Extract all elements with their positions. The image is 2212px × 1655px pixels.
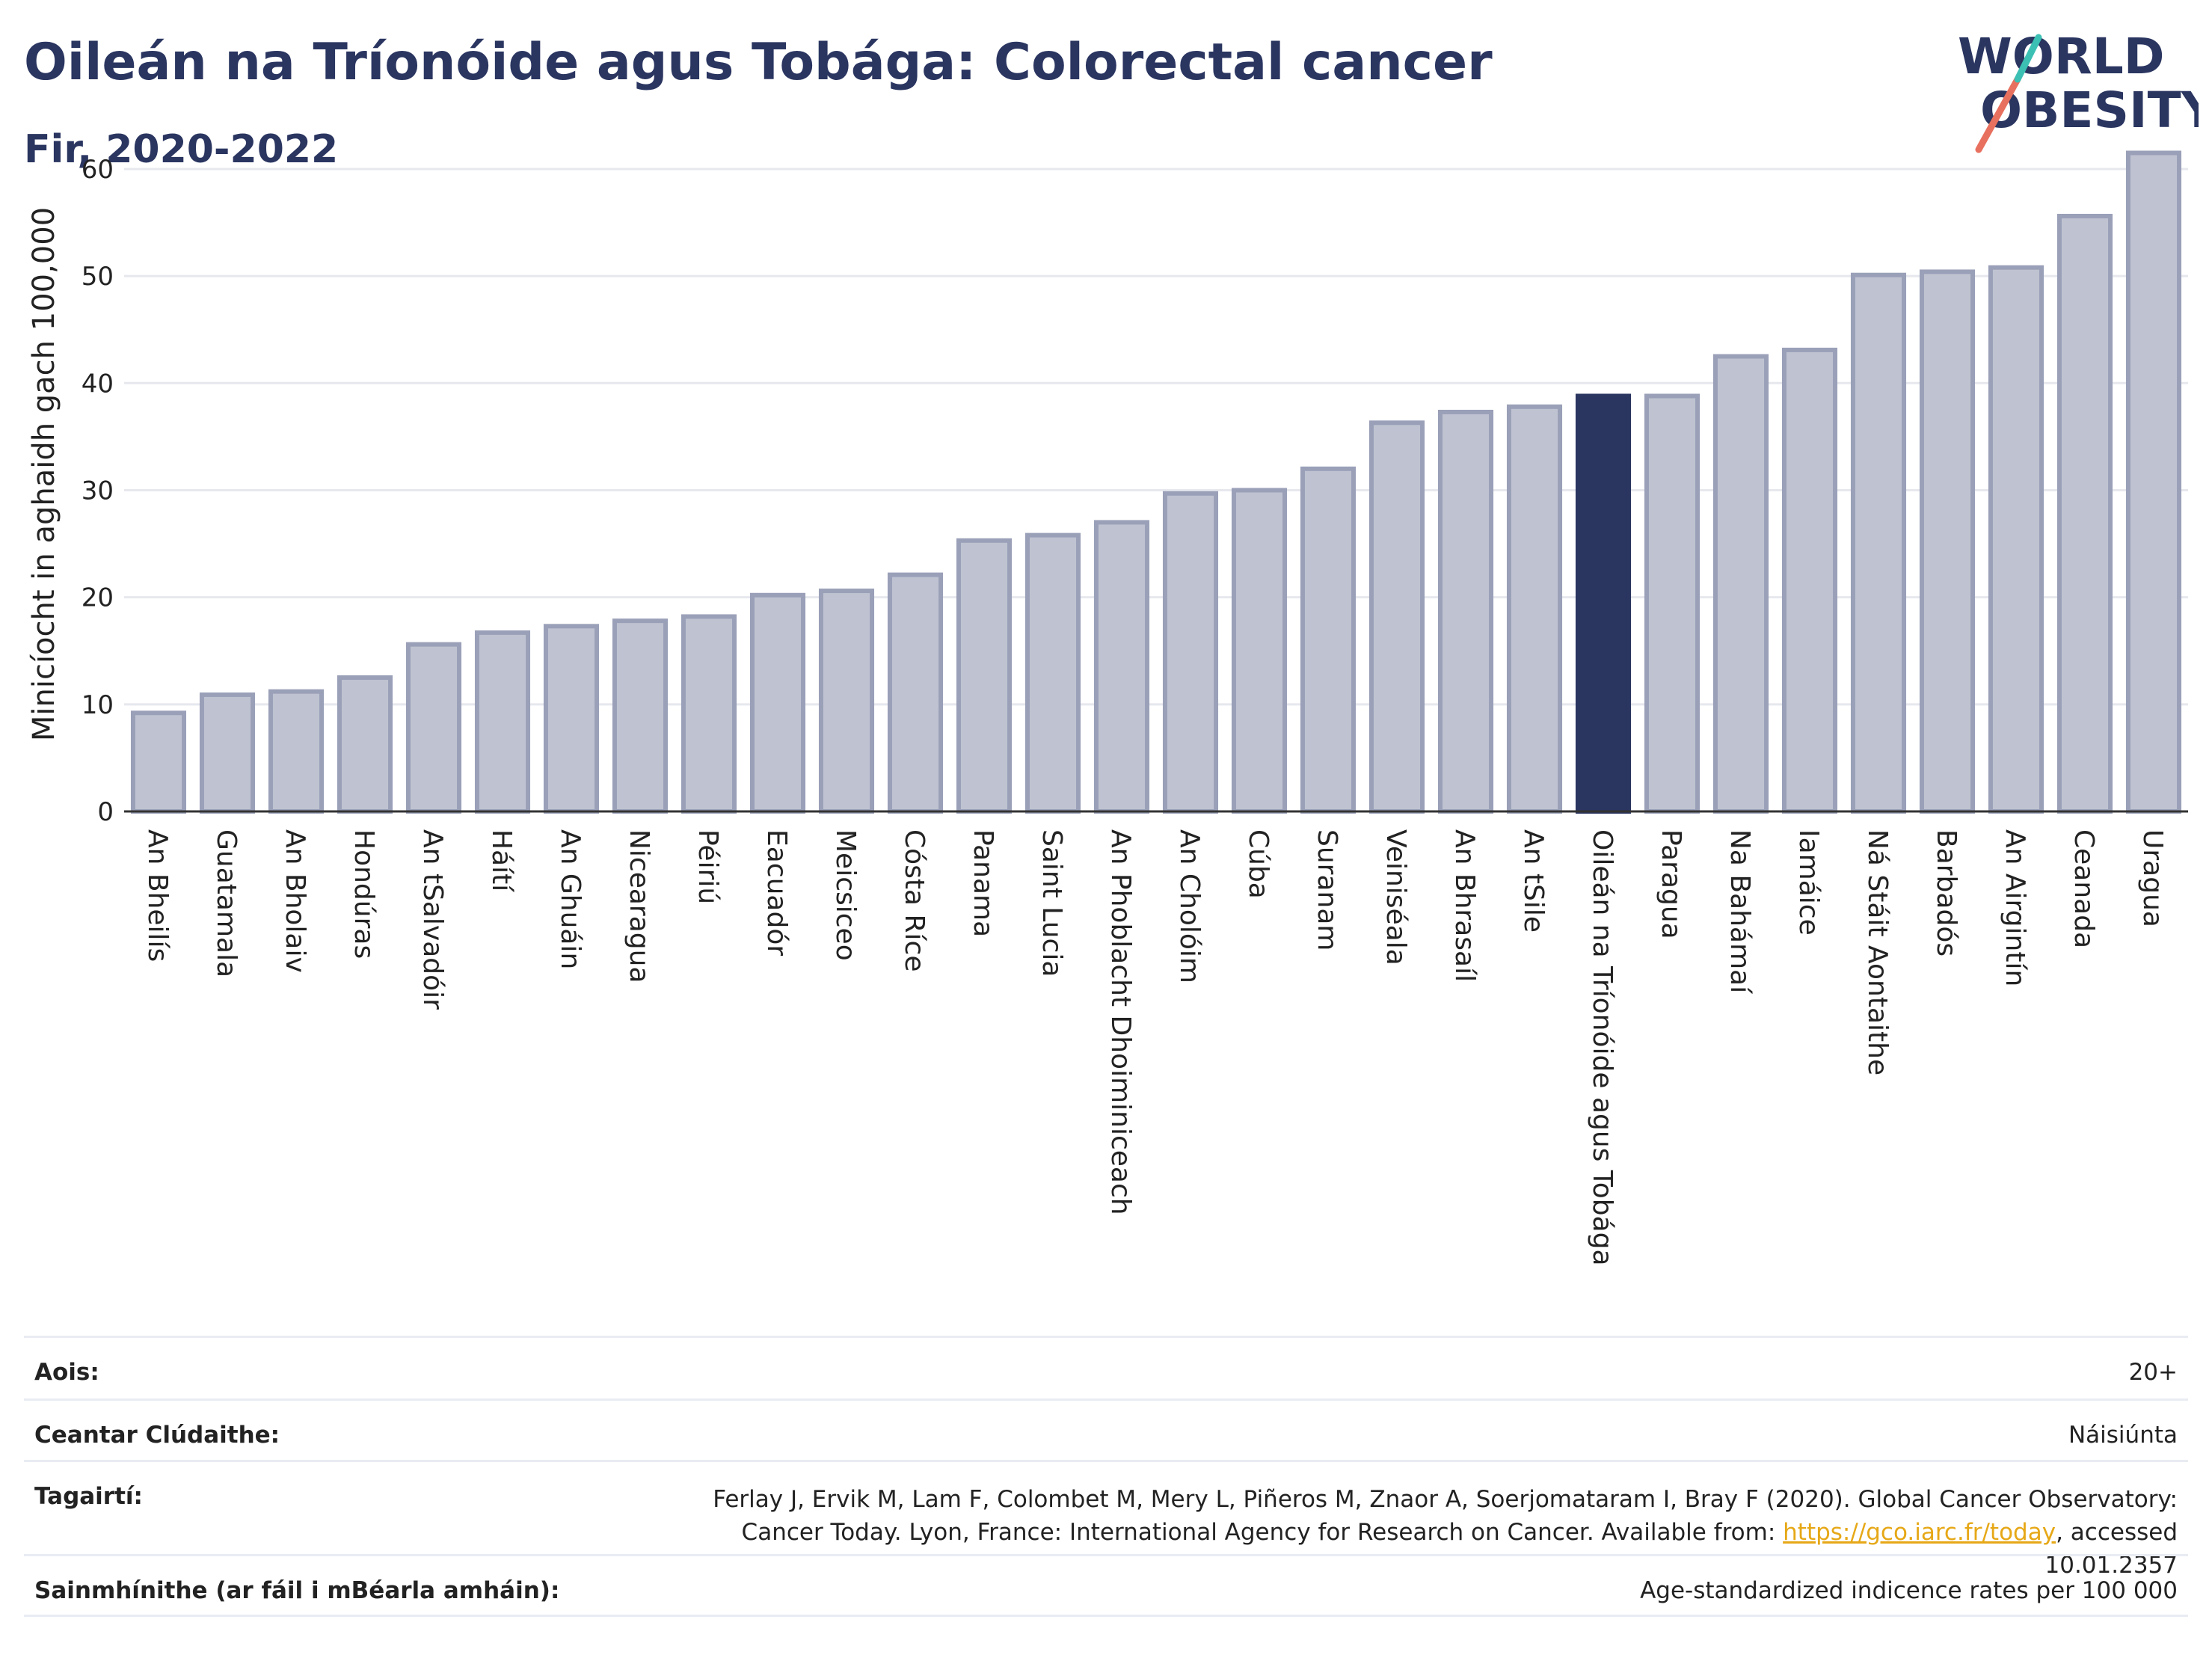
bar (1368, 420, 1425, 814)
x-tick-label: Suranam (1312, 829, 1342, 951)
bar (818, 589, 875, 814)
definitions-label: Sainmhínithe (ar fáil i mBéarla amháin): (34, 1577, 560, 1604)
references-suffix: , accessed 10.01.2357 (2044, 1519, 2178, 1579)
x-tick-label: An tSalvadóir (417, 829, 448, 1010)
bar (1506, 404, 1563, 814)
bar (1162, 491, 1219, 814)
y-axis-label: Minicíocht in aghaidh gach 100,000 (27, 207, 61, 741)
bar (2056, 213, 2113, 814)
x-tick-label: Ná Stáit Aontaithe (1862, 829, 1893, 1075)
logo-obesity-text: OBESITY (1980, 82, 2199, 139)
bar (1781, 347, 1838, 814)
logo-world-text: WORLD (1958, 28, 2165, 85)
logo-slash-coral (1975, 76, 2021, 153)
y-tick-label: 10 (82, 690, 114, 720)
references-value: Ferlay J, Ervik M, Lam F, Colombet M, Me… (645, 1483, 2178, 1582)
bar (268, 689, 325, 814)
x-tick-label: Ceanada (2068, 829, 2099, 948)
x-tick-label: Na Bahámaí (1724, 829, 1755, 994)
y-tick-label: 20 (82, 583, 114, 613)
x-tick-label: An tSile (1518, 829, 1549, 933)
bar (1231, 488, 1288, 814)
x-tick-label: Cúba (1243, 829, 1274, 899)
x-tick-label: Iamáice (1793, 829, 1824, 936)
x-tick-label: Háítí (486, 829, 517, 892)
y-tick-label: 0 (97, 797, 114, 827)
bar (2125, 150, 2182, 814)
chart-subtitle: Fir, 2020-2022 (24, 127, 339, 172)
definitions-value: Age-standardized indicence rates per 100… (1640, 1577, 2178, 1604)
bar (887, 572, 944, 814)
info-row-definitions: Sainmhínithe (ar fáil i mBéarla amháin):… (24, 1554, 2188, 1617)
y-tick-label: 40 (82, 369, 114, 399)
info-row-area: Ceantar Clúdaithe: Náisiúnta (24, 1398, 2188, 1460)
x-tick-label: An Cholóim (1174, 829, 1205, 983)
bar (1437, 409, 1494, 814)
age-value: 20+ (2128, 1359, 2178, 1386)
info-row-age: Aois: 20+ (24, 1336, 2188, 1398)
x-tick-label: Cósta Ríce (899, 829, 930, 972)
bar (1093, 520, 1150, 814)
y-tick-label: 60 (82, 155, 114, 185)
x-tick-label: Guatamala (211, 829, 242, 977)
x-tick-label: An Bhrasaíl (1449, 829, 1480, 982)
bar-highlighted (1575, 393, 1632, 814)
bar (681, 614, 737, 814)
bar (1024, 532, 1081, 814)
x-tick-label: An Ghuáin (555, 829, 586, 969)
bar (612, 618, 669, 814)
x-tick-label: Paragua (1656, 829, 1686, 939)
x-tick-label: Meicsiceo (830, 829, 861, 961)
area-value: Náisiúnta (2068, 1422, 2178, 1449)
bar (956, 538, 1013, 814)
bar-chart: 0 10 20 30 40 50 60 Minicíocht in aghaidh gach … (27, 150, 2188, 1266)
x-tick-label: An Airgintín (2000, 829, 2030, 986)
x-tick-label: An Bholaiv (280, 829, 310, 973)
x-tick-label: Eacuadór (761, 829, 792, 956)
bar (543, 624, 600, 814)
bar (1712, 354, 1769, 814)
logo-slash-teal (2014, 34, 2042, 83)
bar (130, 710, 187, 814)
x-tick-label: Nicearagua (624, 829, 654, 983)
info-table: Aois: 20+ Ceantar Clúdaithe: Náisiúnta T… (24, 1336, 2188, 1617)
x-tick-label: An Phoblacht Dhoiminiceach (1105, 829, 1136, 1215)
chart-title: Oileán na Tríonóide agus Tobága: Colorec… (24, 33, 1493, 92)
x-tick-label: Barbadós (1931, 829, 1961, 957)
world-obesity-logo: WORLD OBESITY (1958, 28, 2199, 153)
bar (1919, 269, 1976, 814)
x-tick-label: Uragua (2137, 829, 2168, 927)
bar (405, 642, 462, 814)
bar (749, 592, 806, 814)
info-row-references: Tagairtí: Ferlay J, Ervik M, Lam F, Colo… (24, 1460, 2188, 1579)
bar (474, 630, 531, 814)
area-label: Ceantar Clúdaithe: (34, 1422, 280, 1449)
bar (1988, 265, 2044, 814)
x-tick-label: Oileán na Tríonóide agus Tobága (1587, 829, 1617, 1266)
references-link[interactable]: https://gco.iarc.fr/today (1783, 1519, 2056, 1546)
bar (337, 675, 393, 814)
references-text: Ferlay J, Ervik M, Lam F, Colombet M, Me… (713, 1486, 2178, 1546)
bar (199, 692, 256, 814)
x-tick-label: Hondúras (348, 829, 379, 959)
y-tick-label: 30 (82, 476, 114, 506)
x-tick-label: An Bheilís (142, 829, 173, 962)
age-label: Aois: (34, 1359, 99, 1386)
y-tick-label: 50 (82, 262, 114, 292)
bar (1644, 393, 1701, 814)
bar (1300, 466, 1357, 814)
x-tick-label: Panama (968, 829, 998, 937)
references-label: Tagairtí: (34, 1483, 143, 1510)
x-tick-label: Saint Lucia (1036, 829, 1067, 977)
x-tick-label: Veiniséala (1380, 829, 1411, 965)
x-tick-label: Péiriú (692, 829, 723, 904)
bar (1850, 272, 1907, 814)
